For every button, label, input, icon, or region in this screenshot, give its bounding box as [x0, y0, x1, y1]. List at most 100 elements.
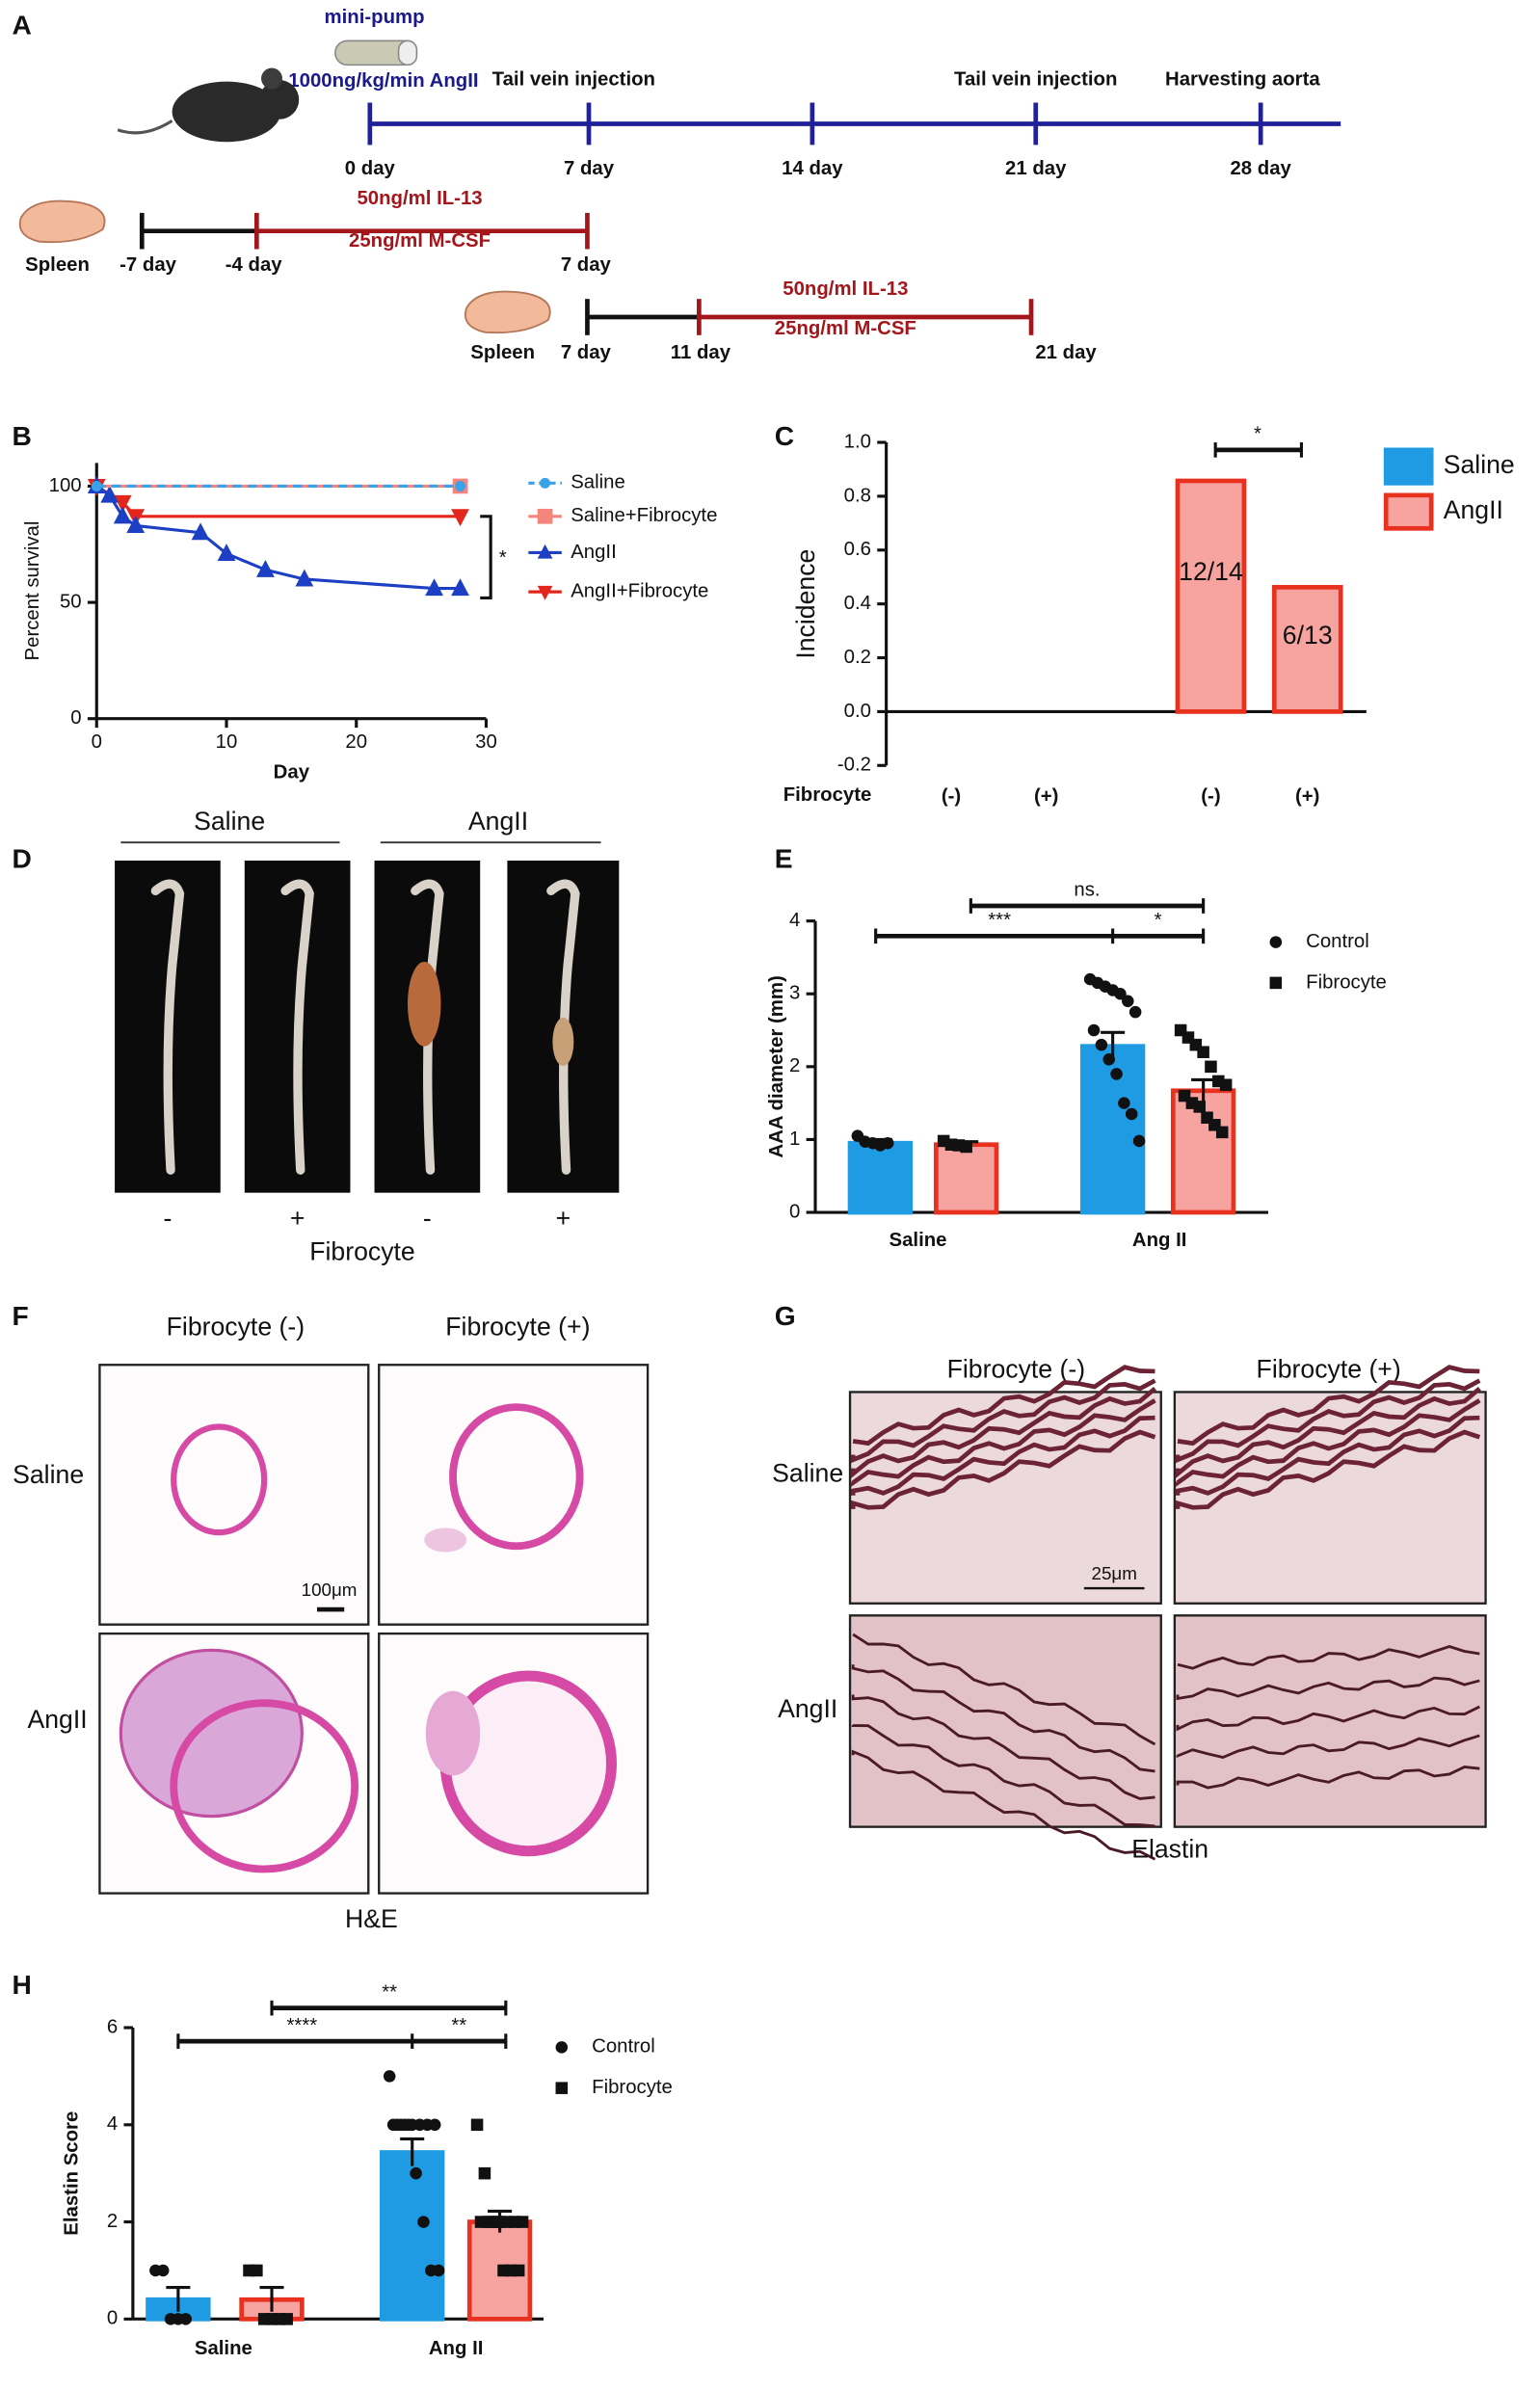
- elastin-fiber: [1176, 1766, 1480, 1790]
- mouse-ear: [261, 67, 282, 90]
- marker: [516, 2216, 529, 2228]
- event-label: Tail vein injection: [954, 68, 1117, 90]
- panel-label: D: [13, 842, 32, 873]
- x-tick-label: Saline: [889, 1230, 947, 1251]
- y-tick-label: 0: [789, 1201, 800, 1222]
- x-tick-label: (+): [1295, 786, 1319, 808]
- pump-label: mini-pump: [325, 7, 425, 28]
- bar: [933, 1142, 999, 1215]
- elastin-fiber: [850, 1429, 1156, 1510]
- elastin-fiber: [1175, 1378, 1481, 1464]
- marker: [217, 544, 236, 561]
- legend-label: Saline+Fibrocyte: [571, 505, 717, 526]
- marker: [881, 1136, 894, 1150]
- aorta: [150, 879, 185, 1175]
- elastin-fiber: [1177, 1645, 1480, 1670]
- y-tick-label: 4: [107, 2113, 118, 2135]
- tissue: [424, 1527, 467, 1553]
- marker: [402, 2118, 415, 2132]
- marker: [156, 2264, 170, 2277]
- y-axis-title: AAA diameter (mm): [766, 975, 787, 1157]
- spleen-icon: [464, 290, 551, 334]
- elastin-fiber: [1175, 1387, 1481, 1479]
- treatment: 50ng/ml IL-13: [357, 188, 482, 209]
- x-tick-label: 0: [92, 731, 102, 753]
- legend-label: Control: [1306, 931, 1369, 952]
- elastin-fiber: [1176, 1734, 1480, 1760]
- marker: [179, 2313, 192, 2325]
- elastin-fiber: [850, 1398, 1156, 1488]
- marker: [451, 578, 469, 597]
- legend-label: AngII: [571, 542, 617, 563]
- dose-label: 1000ng/kg/min AngII: [288, 70, 478, 92]
- x-tick-label: Ang II: [1132, 1230, 1187, 1251]
- marker: [1128, 1005, 1142, 1019]
- culture-day: -7 day: [119, 254, 177, 276]
- y-tick-label: -0.2: [837, 755, 871, 776]
- panel-label: A: [13, 10, 32, 40]
- series-line: [95, 485, 461, 518]
- marker: [512, 2264, 525, 2277]
- y-tick-label: 4: [789, 910, 800, 931]
- column-label: Fibrocyte (+): [445, 1313, 590, 1341]
- y-tick-label: 3: [789, 983, 800, 1004]
- series-line: [95, 485, 461, 591]
- vessel-ring: [171, 1423, 268, 1536]
- marker: [295, 569, 314, 587]
- elastin-fiber: [852, 1365, 1155, 1447]
- y-tick-label: 0.0: [844, 701, 871, 722]
- panel-label: B: [13, 420, 32, 451]
- mouse-tail: [117, 120, 173, 135]
- marker: [1193, 1101, 1206, 1113]
- marker: [1087, 1023, 1101, 1037]
- legend-label: Control: [592, 2036, 655, 2058]
- sign-label: -: [163, 1204, 172, 1233]
- marker: [1102, 1053, 1115, 1066]
- sign-label: +: [556, 1204, 571, 1233]
- marker: [417, 2216, 430, 2228]
- y-tick-label: 2: [107, 2211, 118, 2232]
- column-label: Fibrocyte (+): [1257, 1355, 1401, 1384]
- y-axis-title: Percent survival: [22, 521, 43, 661]
- value-label: 6/13: [1283, 621, 1333, 650]
- elastin-fiber: [1176, 1705, 1480, 1732]
- column-label: Fibrocyte (-): [947, 1355, 1086, 1384]
- error-bar: [400, 2137, 425, 2166]
- y-tick-label: 2: [789, 1055, 800, 1076]
- organ-label: Spleen: [470, 342, 535, 363]
- mouse-body: [172, 81, 281, 143]
- y-tick-label: 0.2: [844, 647, 871, 668]
- marker: [1269, 976, 1283, 990]
- sign-label: +: [290, 1204, 305, 1233]
- elastin-fiber: [851, 1694, 1155, 1800]
- aorta-bulge: [552, 1017, 574, 1067]
- legend-label: AngII: [1444, 495, 1503, 524]
- legend-label: AngII+Fibrocyte: [571, 581, 708, 602]
- marker: [451, 509, 469, 527]
- legend-label: Fibrocyte: [1306, 971, 1387, 993]
- elastin-fiber: [1175, 1429, 1481, 1510]
- x-tick-label: 20: [345, 731, 367, 753]
- marker: [540, 477, 551, 489]
- error-bar: [166, 2286, 191, 2312]
- group-label: Saline: [194, 807, 265, 836]
- culture-day: 7 day: [561, 342, 612, 363]
- legend-swatch: [1383, 447, 1434, 486]
- elastin-fiber: [850, 1378, 1156, 1464]
- y-tick-label: 50: [60, 591, 82, 612]
- marker: [470, 2118, 484, 2132]
- group-label: AngII: [468, 807, 528, 836]
- marker: [1114, 987, 1127, 1000]
- x-tick-label: 30: [475, 731, 497, 753]
- y-tick-label: 100: [49, 475, 82, 496]
- marker: [490, 2216, 502, 2228]
- day-label: 28 day: [1230, 158, 1291, 179]
- x-axis-title: Day: [274, 761, 310, 783]
- x-tick-label: (+): [1034, 786, 1058, 808]
- marker: [1269, 936, 1283, 948]
- panel-label: F: [13, 1300, 29, 1331]
- marker: [428, 2118, 441, 2132]
- x-tick-label: Ang II: [429, 2338, 484, 2359]
